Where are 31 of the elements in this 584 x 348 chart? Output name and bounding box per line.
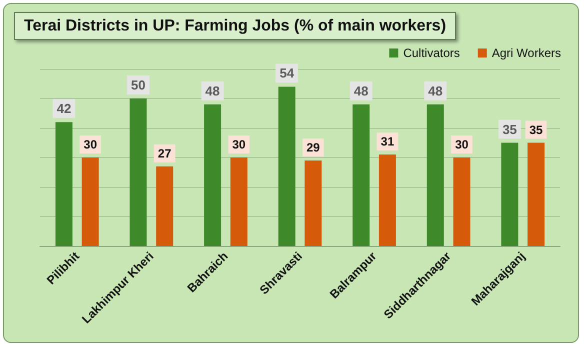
bar [204, 104, 222, 246]
bar [156, 166, 174, 246]
data-label: 42 [56, 101, 72, 116]
bar [528, 142, 545, 246]
bar [230, 158, 248, 246]
data-label: 31 [380, 134, 394, 149]
data-label: 27 [158, 146, 172, 160]
bar [278, 86, 296, 246]
data-label: 30 [232, 138, 246, 152]
bar [352, 104, 370, 246]
chart-title: Terai Districts in UP: Farming Jobs (% of main workers) [24, 18, 446, 34]
bar [378, 154, 396, 246]
data-label: 48 [354, 83, 368, 98]
legend-label: Cultivators [403, 46, 460, 60]
data-label: 50 [131, 78, 146, 92]
bar [130, 98, 147, 246]
data-label: 48 [428, 83, 443, 98]
data-label: 30 [84, 138, 98, 152]
bar [55, 122, 72, 246]
bar [453, 158, 470, 246]
data-label: 48 [205, 83, 220, 98]
bar [304, 160, 322, 246]
bar [426, 104, 444, 246]
data-label: 29 [306, 140, 320, 154]
bar [501, 142, 518, 246]
legend-label: Agri Workers [492, 46, 561, 60]
bar [82, 158, 99, 246]
data-label: 35 [529, 122, 544, 137]
data-label: 35 [502, 122, 517, 137]
data-label: 30 [455, 138, 469, 152]
data-label: 54 [280, 66, 295, 81]
